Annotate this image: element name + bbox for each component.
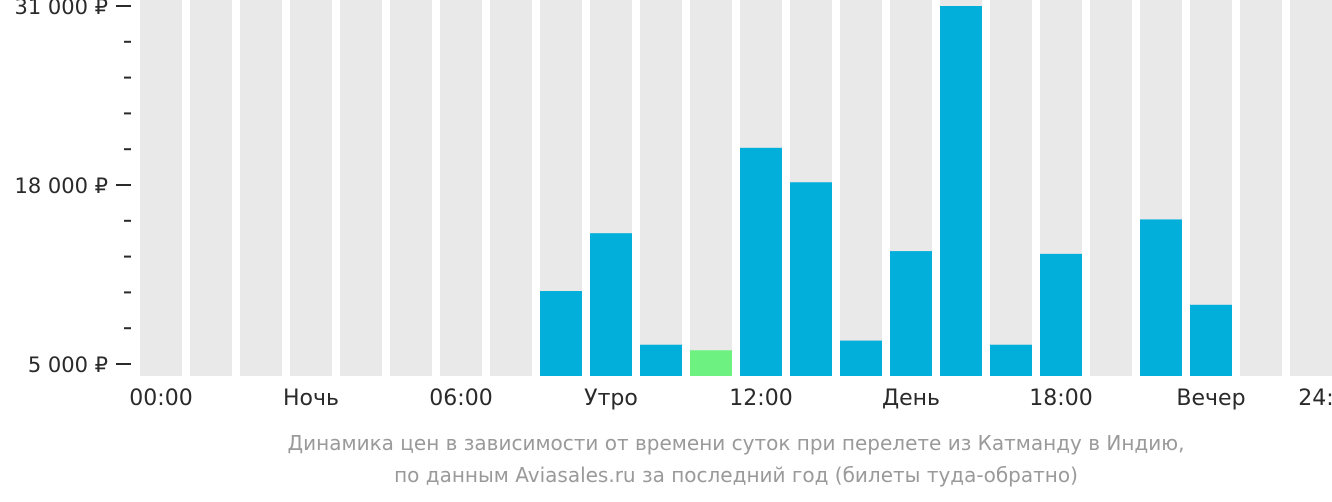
x-tick-label: 18:00 bbox=[1029, 386, 1092, 411]
price-by-hour-chart: 31 000 ₽ 18 000 ₽ 5 000 ₽ 00:00 Ночь 06:00 Ут… bbox=[14, 0, 1332, 411]
y-tick-label: 5 000 ₽ bbox=[28, 353, 108, 377]
x-tick-label: 24:00 bbox=[1298, 386, 1332, 411]
y-tick-label: 18 000 ₽ bbox=[14, 174, 108, 198]
bar-13 bbox=[790, 182, 832, 376]
bar-15 bbox=[890, 251, 932, 376]
x-tick-label: 00:00 bbox=[129, 386, 192, 411]
x-tick-label: Утро bbox=[584, 386, 638, 411]
x-tick-label: Ночь bbox=[283, 386, 339, 411]
background-column-23 bbox=[1290, 0, 1332, 376]
background-column-3 bbox=[290, 0, 332, 376]
bar-18 bbox=[1040, 253, 1082, 376]
bar-12 bbox=[740, 147, 782, 376]
bar-8 bbox=[540, 291, 582, 376]
background-column-0 bbox=[140, 0, 182, 376]
background-column-17 bbox=[990, 0, 1032, 376]
bar-21 bbox=[1190, 304, 1232, 376]
chart-caption-line-2: по данным Aviasales.ru за последний год … bbox=[394, 463, 1078, 487]
x-tick-label: 12:00 bbox=[729, 386, 792, 411]
bar-14 bbox=[840, 340, 882, 376]
background-column-4 bbox=[340, 0, 382, 376]
cheapest-bar bbox=[690, 350, 732, 376]
bar-9 bbox=[590, 233, 632, 376]
background-column-11 bbox=[690, 0, 732, 376]
x-tick-label: День bbox=[882, 386, 940, 411]
price-bars bbox=[540, 6, 1232, 376]
bar-20 bbox=[1140, 219, 1182, 376]
background-column-10 bbox=[640, 0, 682, 376]
background-column-22 bbox=[1240, 0, 1282, 376]
bar-10 bbox=[640, 344, 682, 376]
background-column-1 bbox=[190, 0, 232, 376]
background-column-7 bbox=[490, 0, 532, 376]
bar-16 bbox=[940, 6, 982, 376]
x-axis: 00:00 Ночь 06:00 Утро 12:00 День 18:00 Вечер 24:… bbox=[129, 386, 1332, 411]
x-tick-label: 06:00 bbox=[429, 386, 492, 411]
x-tick-label: Вечер bbox=[1176, 386, 1245, 411]
background-column-14 bbox=[840, 0, 882, 376]
y-axis: 31 000 ₽ 18 000 ₽ 5 000 ₽ bbox=[14, 0, 131, 377]
background-column-6 bbox=[440, 0, 482, 376]
background-column-2 bbox=[240, 0, 282, 376]
background-column-19 bbox=[1090, 0, 1132, 376]
bar-17 bbox=[990, 344, 1032, 376]
chart-caption-line-1: Динамика цен в зависимости от времени су… bbox=[287, 431, 1185, 455]
background-column-5 bbox=[390, 0, 432, 376]
y-tick-label: 31 000 ₽ bbox=[14, 0, 108, 19]
